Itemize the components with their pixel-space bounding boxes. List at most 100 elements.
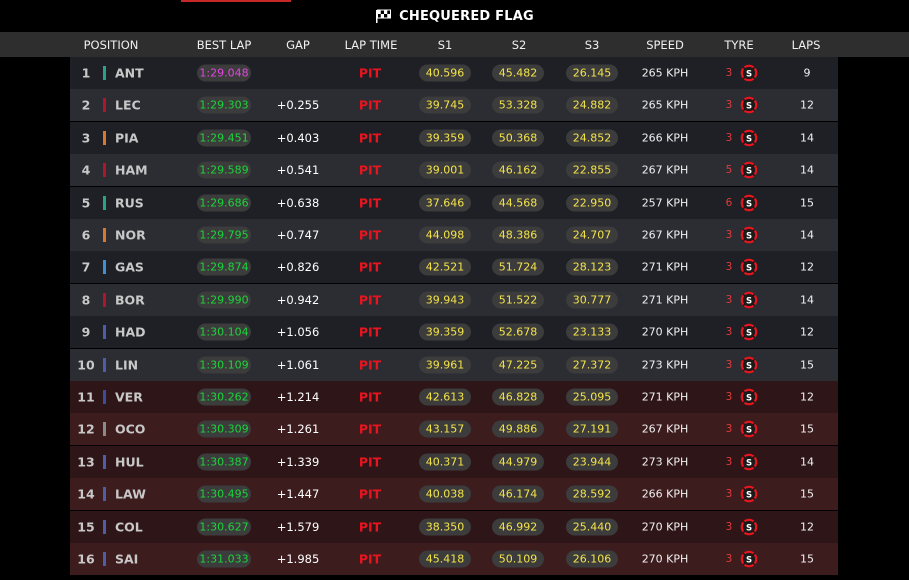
sector-2-time: 48.386	[492, 226, 544, 244]
table-row[interactable]: 2 LEC 1:29.303 +0.255 PIT 39.745 53.328 24.882 2…	[70, 89, 838, 122]
lap-time-status: PIT	[358, 389, 382, 405]
soft-tyre-icon: S	[740, 259, 758, 276]
team-color-bar	[103, 390, 106, 404]
table-row[interactable]: 12 OCO 1:30.309 +1.261 PIT 43.157 49.886 27.191…	[70, 413, 838, 446]
table-row[interactable]: 11 VER 1:30.262 +1.214 PIT 42.613 46.828 25.095…	[70, 381, 838, 413]
table-row[interactable]: 10 LIN 1:30.109 +1.061 PIT 39.961 47.225 27.372…	[70, 348, 838, 381]
soft-tyre-icon: S	[740, 388, 758, 406]
tyre-age: 3	[725, 326, 733, 339]
driver-code: HAM	[115, 162, 148, 178]
sector-2-time: 44.979	[492, 453, 544, 471]
best-lap-time: 1:29.795	[197, 226, 251, 244]
best-lap-time: 1:29.990	[197, 291, 251, 309]
laps-completed: 12	[800, 98, 814, 112]
speed-trap: 270 KPH	[641, 552, 689, 566]
driver-code: LEC	[115, 97, 141, 113]
position-number: 12	[77, 421, 95, 437]
tyre-age: 3	[725, 261, 733, 274]
table-header: POSITION BEST LAP GAP LAP TIME S1 S2 S3 …	[0, 32, 909, 57]
table-row[interactable]: 4 HAM 1:29.589 +0.541 PIT 39.001 46.162 22.855 2…	[70, 154, 838, 187]
tyre-compound-letter: S	[746, 166, 752, 176]
sector-2-time: 52.678	[492, 323, 544, 341]
sector-2-time: 47.225	[492, 356, 544, 374]
team-color-bar	[103, 519, 106, 534]
gap-to-leader: +1.447	[276, 487, 320, 502]
tyre-age: 3	[725, 67, 733, 79]
sector-1-time: 40.371	[419, 453, 471, 471]
best-lap-time: 1:29.048	[197, 64, 251, 82]
team-color-bar	[103, 487, 106, 502]
sector-2-time: 44.568	[492, 194, 544, 212]
table-row[interactable]: 13 HUL 1:30.387 +1.339 PIT 40.371 44.979 23.944…	[70, 445, 838, 478]
tyre-compound-letter: S	[746, 523, 752, 533]
table-row[interactable]: 3 PIA 1:29.451 +0.403 PIT 39.359 50.368 24.852 2…	[70, 121, 838, 154]
sector-1-time: 39.745	[419, 96, 471, 114]
table-row[interactable]: 7 GAS 1:29.874 +0.826 PIT 42.521 51.724 28.123 2…	[70, 251, 838, 284]
sector-3-time: 25.440	[566, 518, 618, 536]
sector-3-time: 25.095	[566, 388, 618, 406]
sector-1-time: 39.961	[419, 356, 471, 374]
sector-2-time: 46.992	[492, 518, 544, 536]
table-row[interactable]: 14 LAW 1:30.495 +1.447 PIT 40.038 46.174 28.592…	[70, 478, 838, 511]
lap-time-status: PIT	[358, 130, 382, 146]
tyre-compound-letter: S	[746, 426, 752, 436]
gap-to-leader: +1.579	[276, 519, 320, 534]
table-row[interactable]: 1 ANT 1:29.048 PIT 40.596 45.482 26.145 265 KPH…	[70, 57, 838, 89]
team-color-bar	[103, 552, 106, 566]
driver-code: SAI	[115, 551, 139, 567]
best-lap-time: 1:29.303	[197, 96, 251, 114]
speed-trap: 257 KPH	[641, 196, 689, 210]
sector-1-time: 39.359	[419, 129, 471, 147]
position-number: 10	[77, 357, 95, 373]
lap-time-status: PIT	[358, 259, 382, 275]
table-row[interactable]: 15 COL 1:30.627 +1.579 PIT 38.350 46.992 25.440…	[70, 510, 838, 543]
sector-1-time: 37.646	[419, 194, 471, 212]
position-number: 4	[81, 162, 91, 178]
table-row[interactable]: 9 HAD 1:30.104 +1.056 PIT 39.359 52.678 23.133 2…	[70, 316, 838, 349]
laps-completed: 15	[800, 358, 814, 372]
soft-tyre-icon: S	[740, 453, 758, 471]
sector-3-time: 24.707	[566, 226, 618, 244]
best-lap-time: 1:30.387	[197, 453, 251, 471]
lap-time-status: PIT	[358, 324, 382, 340]
table-row[interactable]: 6 NOR 1:29.795 +0.747 PIT 44.098 48.386 24.707 2…	[70, 219, 838, 251]
tyre-compound-letter: S	[746, 490, 752, 500]
tyre-age: 5	[725, 164, 733, 177]
position-number: 1	[81, 65, 91, 81]
team-color-bar	[103, 325, 106, 340]
driver-code: BOR	[115, 292, 145, 308]
lap-time-status: PIT	[358, 421, 382, 437]
sector-3-time: 24.852	[566, 129, 618, 147]
speed-trap: 267 KPH	[641, 163, 689, 177]
driver-code: GAS	[115, 259, 144, 275]
laps-completed: 15	[800, 487, 814, 501]
sector-3-time: 30.777	[566, 291, 618, 309]
tyre-age: 3	[725, 423, 733, 436]
soft-tyre-icon: S	[740, 291, 758, 309]
soft-tyre-icon: S	[740, 194, 758, 211]
gap-to-leader: +1.339	[276, 454, 320, 469]
tyre-age: 3	[725, 520, 733, 533]
position-number: 6	[81, 227, 91, 243]
gap-to-leader: +0.638	[276, 195, 320, 210]
best-lap-time: 1:29.686	[197, 194, 251, 212]
tyre-compound-letter: S	[746, 231, 752, 241]
sector-1-time: 42.521	[419, 258, 471, 276]
tyre-age: 3	[725, 229, 733, 241]
table-row[interactable]: 16 SAI 1:31.033 +1.985 PIT 45.418 50.109 26.106…	[70, 543, 838, 575]
header-s3: S3	[584, 38, 600, 52]
position-number: 16	[77, 551, 95, 567]
sector-3-time: 27.372	[566, 356, 618, 374]
laps-completed: 12	[800, 390, 814, 404]
table-row[interactable]: 8 BOR 1:29.990 +0.942 PIT 39.943 51.522 30.777 2…	[70, 283, 838, 316]
table-row[interactable]: 5 RUS 1:29.686 +0.638 PIT 37.646 44.568 22.950 2…	[70, 186, 838, 219]
tyre-compound-letter: S	[746, 296, 752, 306]
driver-code: LAW	[115, 486, 146, 502]
speed-trap: 273 KPH	[641, 455, 689, 469]
driver-code: VER	[115, 389, 143, 405]
laps-completed: 15	[800, 552, 814, 566]
sector-3-time: 26.145	[566, 64, 618, 82]
best-lap-time: 1:29.874	[197, 258, 251, 276]
driver-code: LIN	[115, 357, 139, 373]
tyre-compound-letter: S	[746, 361, 752, 371]
